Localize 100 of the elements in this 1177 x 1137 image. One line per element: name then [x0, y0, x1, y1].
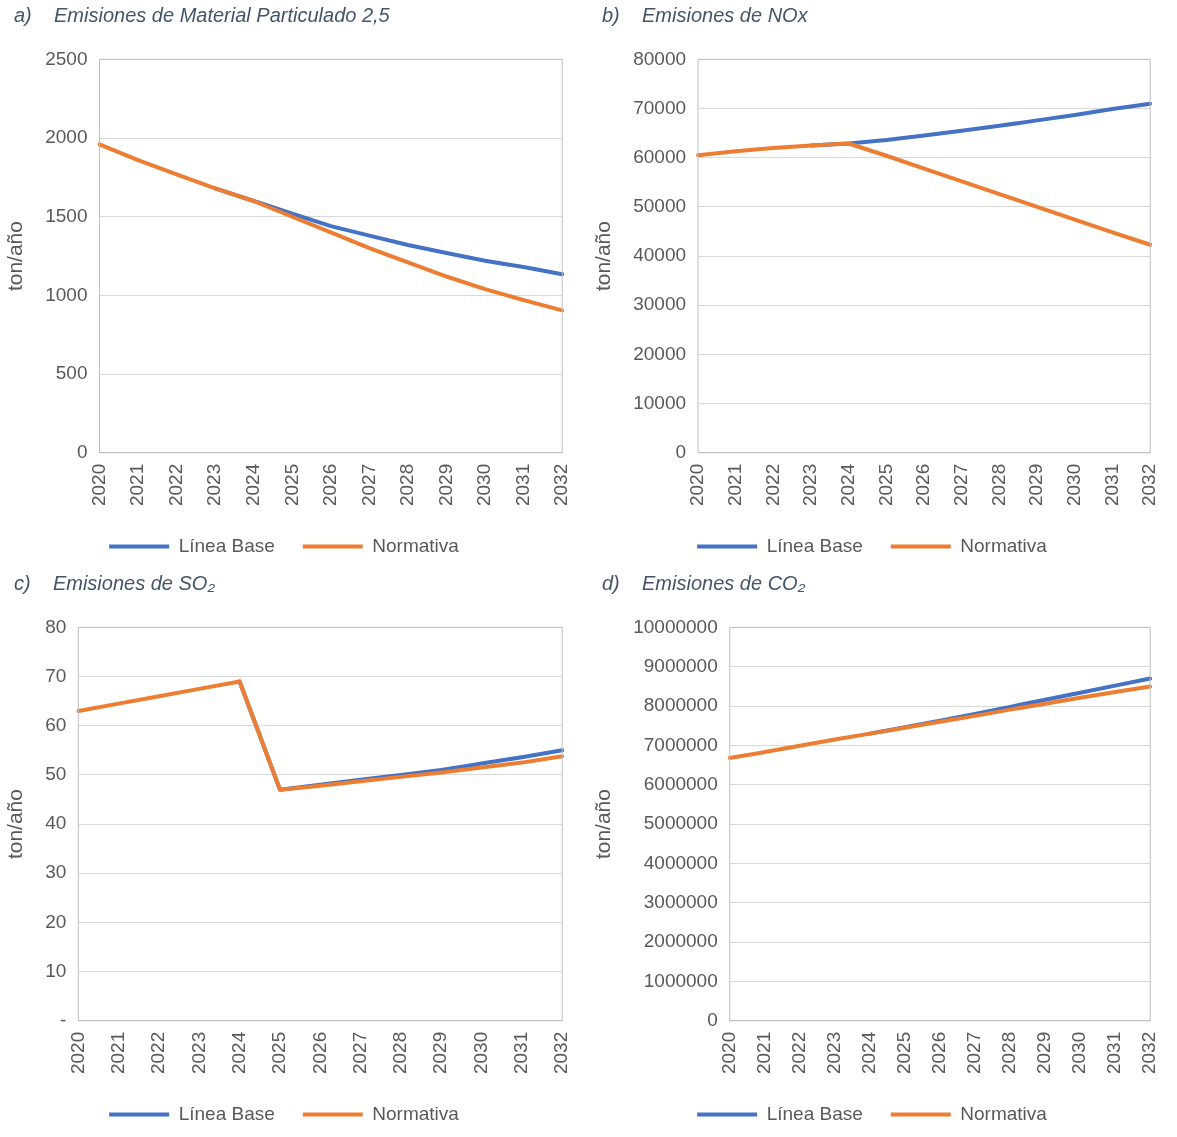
y-axis-title: ton/año	[591, 789, 615, 860]
x-tick-label: 2023	[823, 1031, 845, 1075]
x-tick-label: 2022	[761, 463, 783, 507]
y-tick-label: 4000000	[643, 851, 718, 873]
x-tick-label: 2024	[241, 463, 263, 507]
y-tick-label: 30000	[633, 293, 687, 315]
y-tick-label: 30	[45, 861, 67, 883]
y-tick-label: 7000000	[643, 733, 718, 755]
x-tick-label: 2025	[893, 1031, 915, 1075]
y-tick-label: 2000	[45, 126, 88, 148]
x-tick-label: 2025	[874, 463, 896, 507]
x-tick-label: 2024	[836, 463, 858, 507]
x-tick-label: 2032	[550, 1031, 572, 1075]
y-tick-label: 20	[45, 910, 67, 932]
y-tick-label: 50000	[633, 195, 687, 217]
x-tick-label: 2025	[280, 463, 302, 507]
x-tick-label: 2029	[1033, 1031, 1055, 1075]
y-tick-label: 2500	[45, 47, 88, 69]
x-tick-label: 2025	[268, 1031, 290, 1075]
x-tick-label: 2028	[389, 1031, 411, 1075]
x-tick-label: 2027	[963, 1031, 985, 1075]
y-tick-label: 40000	[633, 244, 687, 266]
x-tick-label: 2026	[308, 1031, 330, 1075]
y-tick-label: 20000	[633, 342, 687, 364]
x-tick-label: 2028	[998, 1031, 1020, 1075]
y-tick-label: 10000000	[633, 615, 718, 637]
legend-label: Normativa	[372, 1102, 460, 1124]
y-tick-label: 500	[55, 362, 88, 384]
x-tick-label: 2021	[106, 1031, 128, 1075]
y-tick-label: 5000000	[643, 812, 718, 834]
y-tick-label: 80000	[633, 47, 687, 69]
chart-title: c) Emisiones de SO₂	[13, 571, 217, 596]
x-tick-label: 2024	[858, 1031, 880, 1075]
y-tick-label: 70	[45, 664, 67, 686]
x-tick-label: 2029	[1025, 463, 1047, 507]
legend-label: Normativa	[372, 534, 460, 556]
x-tick-label: 2023	[203, 463, 225, 507]
x-tick-label: 2023	[187, 1031, 209, 1075]
legend-label: Línea Base	[766, 1102, 863, 1124]
x-tick-label: 2022	[147, 1031, 169, 1075]
y-tick-label: 70000	[633, 96, 687, 118]
x-tick-label: 2031	[510, 1031, 532, 1075]
x-tick-label: 2030	[473, 463, 495, 507]
y-tick-label: 1500	[45, 204, 88, 226]
x-tick-label: 2028	[987, 463, 1009, 507]
x-tick-label: 2031	[1100, 463, 1122, 507]
x-tick-label: 2020	[87, 463, 109, 507]
y-tick-label: 0	[707, 1008, 718, 1030]
x-tick-label: 2030	[1063, 463, 1085, 507]
x-tick-label: 2032	[1138, 463, 1160, 507]
x-tick-label: 2030	[1068, 1031, 1090, 1075]
y-tick-label: 8000000	[643, 694, 718, 716]
legend-label: Línea Base	[766, 534, 863, 556]
x-tick-label: 2020	[686, 463, 708, 507]
y-tick-label: -	[60, 1008, 67, 1030]
x-tick-label: 2029	[429, 1031, 451, 1075]
x-tick-label: 2026	[912, 463, 934, 507]
x-tick-label: 2028	[396, 463, 418, 507]
x-tick-label: 2027	[348, 1031, 370, 1075]
x-tick-label: 2020	[66, 1031, 88, 1075]
x-tick-label: 2031	[511, 463, 533, 507]
y-axis-title: ton/año	[3, 789, 27, 860]
x-tick-label: 2027	[950, 463, 972, 507]
legend-label: Línea Base	[178, 1102, 275, 1124]
x-tick-label: 2022	[164, 463, 186, 507]
x-tick-label: 2021	[126, 463, 148, 507]
x-tick-label: 2022	[788, 1031, 810, 1075]
y-tick-label: 50	[45, 763, 67, 785]
legend-label: Línea Base	[178, 534, 275, 556]
x-tick-label: 2027	[357, 463, 379, 507]
y-tick-label: 0	[675, 440, 687, 462]
y-tick-label: 60000	[633, 145, 687, 167]
x-tick-label: 2026	[319, 463, 341, 507]
x-tick-label: 2020	[717, 1031, 739, 1075]
legend-label: Normativa	[960, 1102, 1048, 1124]
x-tick-label: 2024	[227, 1031, 249, 1075]
y-axis-title: ton/año	[591, 221, 615, 292]
y-tick-label: 10000	[633, 391, 687, 413]
x-tick-label: 2021	[723, 463, 745, 507]
x-tick-label: 2021	[753, 1031, 775, 1075]
x-tick-label: 2032	[1138, 1031, 1160, 1075]
x-tick-label: 2032	[550, 463, 572, 507]
x-tick-label: 2023	[799, 463, 821, 507]
y-tick-label: 9000000	[643, 654, 718, 676]
chart-title: a) Emisiones de Material Particulado 2,5	[13, 3, 391, 28]
x-tick-label: 2031	[1103, 1031, 1125, 1075]
chart-title: b) Emisiones de NOx	[601, 3, 809, 28]
y-tick-label: 40	[45, 812, 67, 834]
x-tick-label: 2029	[434, 463, 456, 507]
y-tick-label: 1000	[45, 283, 88, 305]
chart-title: d) Emisiones de CO₂	[601, 571, 807, 596]
y-tick-label: 1000000	[643, 969, 718, 991]
y-tick-label: 10	[45, 959, 67, 981]
x-tick-label: 2026	[928, 1031, 950, 1075]
x-tick-label: 2030	[469, 1031, 491, 1075]
y-tick-label: 0	[76, 440, 88, 462]
y-axis-title: ton/año	[3, 221, 27, 292]
y-tick-label: 6000000	[643, 772, 718, 794]
y-tick-label: 2000000	[643, 930, 718, 952]
legend-label: Normativa	[960, 534, 1048, 556]
